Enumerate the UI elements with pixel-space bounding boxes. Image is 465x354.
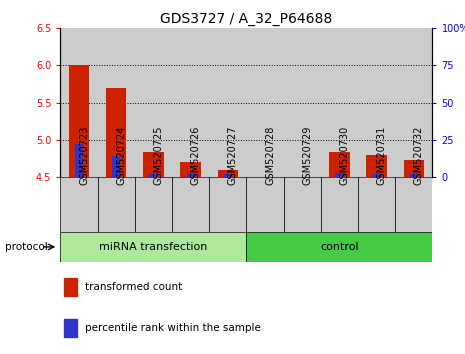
Bar	[410, 174, 418, 177]
Bar	[149, 172, 158, 177]
Bar	[329, 152, 350, 177]
Text: GSM520729: GSM520729	[302, 126, 312, 185]
Text: GSM520728: GSM520728	[265, 126, 275, 185]
Bar	[98, 177, 135, 232]
Text: GSM520723: GSM520723	[79, 126, 89, 185]
Bar	[135, 177, 172, 232]
Bar	[335, 172, 344, 177]
Text: control: control	[320, 242, 359, 252]
Bar	[143, 152, 164, 177]
Text: protocol: protocol	[5, 242, 47, 252]
Bar	[98, 28, 135, 177]
Bar	[172, 177, 209, 232]
Text: GSM520732: GSM520732	[414, 126, 424, 185]
Bar	[284, 177, 321, 232]
Bar	[186, 174, 195, 177]
Bar	[358, 177, 395, 232]
Text: GSM520731: GSM520731	[377, 126, 387, 185]
Text: percentile rank within the sample: percentile rank within the sample	[85, 322, 260, 333]
Bar	[246, 232, 432, 262]
Bar	[246, 28, 284, 177]
Bar	[224, 174, 232, 177]
Bar	[366, 155, 387, 177]
Bar	[112, 156, 120, 177]
Bar	[75, 144, 83, 177]
Bar	[64, 319, 77, 337]
Text: GSM520725: GSM520725	[153, 126, 164, 185]
Title: GDS3727 / A_32_P64688: GDS3727 / A_32_P64688	[160, 12, 332, 26]
Text: miRNA transfection: miRNA transfection	[99, 242, 208, 252]
Bar	[64, 278, 77, 296]
Bar	[60, 232, 246, 262]
Text: transformed count: transformed count	[85, 282, 182, 292]
Text: GSM520726: GSM520726	[191, 126, 201, 185]
Bar	[60, 28, 98, 177]
Bar	[60, 177, 98, 232]
Bar	[172, 28, 209, 177]
Bar	[106, 88, 126, 177]
Bar	[209, 28, 246, 177]
Bar	[395, 177, 432, 232]
Bar	[395, 28, 432, 177]
Bar	[180, 162, 201, 177]
Bar	[404, 160, 424, 177]
Bar	[321, 28, 358, 177]
Bar	[209, 177, 246, 232]
Text: GSM520724: GSM520724	[116, 126, 126, 185]
Bar	[372, 174, 381, 177]
Bar	[135, 28, 172, 177]
Bar	[69, 65, 89, 177]
Bar	[218, 170, 238, 177]
Bar	[321, 177, 358, 232]
Text: GSM520730: GSM520730	[339, 126, 350, 185]
Text: GSM520727: GSM520727	[228, 126, 238, 185]
Bar	[358, 28, 395, 177]
Bar	[284, 28, 321, 177]
Bar	[246, 177, 284, 232]
